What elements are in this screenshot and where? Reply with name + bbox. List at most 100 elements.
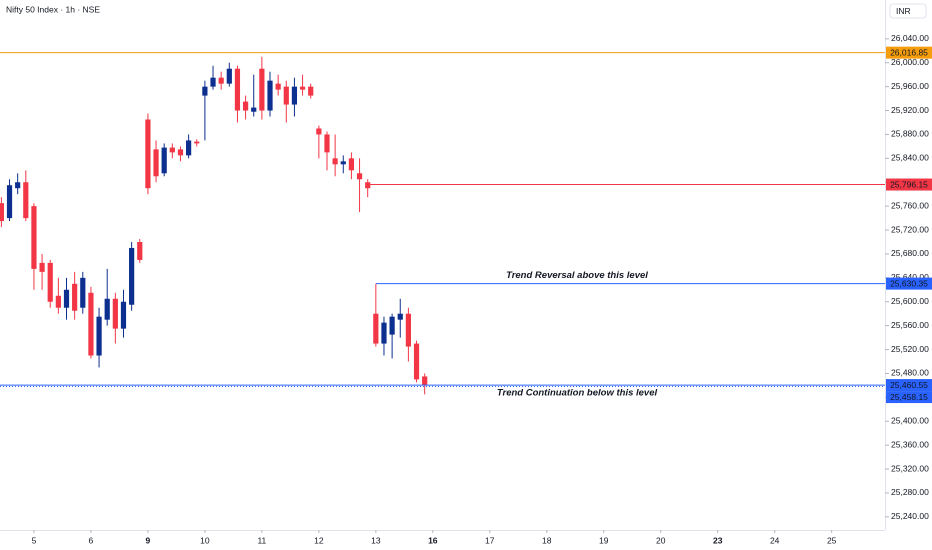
candle-body: [72, 283, 78, 311]
y-tick-label: 26,040.00: [891, 33, 929, 43]
price-tag-label: 25,458.15: [890, 392, 928, 402]
candle-body: [259, 68, 265, 111]
x-tick-label: 12: [314, 535, 324, 545]
candle-body: [251, 107, 257, 112]
price-tag-label: 25,630.35: [890, 278, 928, 288]
x-tick-label: 6: [89, 535, 94, 545]
y-tick-label: 25,920.00: [891, 105, 929, 115]
candle-body: [413, 343, 420, 380]
candle-body: [137, 241, 143, 260]
x-tick-label: 19: [599, 535, 609, 545]
candle-body: [381, 322, 387, 344]
y-tick-label: 25,280.00: [891, 487, 929, 497]
candle-body: [210, 77, 216, 87]
candle-body: [283, 86, 289, 105]
price-tag: [886, 178, 932, 191]
candle-body: [120, 301, 127, 329]
y-tick-label: 25,360.00: [891, 439, 929, 449]
annotation: Trend Reversal above this level: [506, 270, 648, 281]
candle-body: [112, 298, 118, 329]
x-tick-label: 17: [485, 535, 495, 545]
y-tick-label: 25,960.00: [891, 81, 929, 91]
candle-body: [23, 182, 29, 219]
x-tick-label: 11: [257, 535, 266, 545]
candle-body: [202, 86, 208, 96]
candle-body: [55, 295, 61, 308]
x-tick-label: 16: [428, 535, 438, 545]
candle-body: [234, 68, 241, 111]
candle-body: [63, 289, 70, 308]
price-tag: [886, 379, 932, 392]
x-tick-label: 10: [200, 535, 210, 545]
candle-body: [153, 149, 159, 177]
candle-body: [340, 161, 346, 165]
candle-body: [96, 316, 102, 356]
y-tick-label: 25,400.00: [891, 416, 929, 426]
y-tick-label: 25,560.00: [891, 320, 929, 330]
candle-body: [291, 86, 298, 105]
y-tick-label: 25,240.00: [891, 511, 929, 521]
candle-body: [242, 101, 249, 111]
price-tag-label: 26,016.85: [890, 47, 928, 57]
annotation: Trend Continuation below this level: [497, 388, 658, 399]
candle-body: [169, 147, 175, 153]
candle-body: [31, 206, 37, 269]
y-tick-label: 25,760.00: [891, 200, 929, 210]
y-tick-label: 25,640.00: [891, 272, 929, 282]
price-tag-label: 25,796.15: [890, 179, 928, 189]
x-tick-label: 13: [371, 535, 381, 545]
x-tick-label: 20: [656, 535, 666, 545]
candle-body: [177, 149, 184, 156]
candle-body: [47, 262, 53, 302]
candle-body: [405, 313, 411, 347]
x-tick-label: 24: [770, 535, 780, 545]
candle-body: [15, 182, 21, 189]
y-tick-label: 25,480.00: [891, 368, 929, 378]
y-tick-label: 26,000.00: [891, 57, 929, 67]
candle-body: [6, 185, 13, 219]
candle-body: [348, 158, 355, 171]
candle-body: [365, 182, 371, 189]
currency-label[interactable]: INR: [896, 6, 911, 16]
currency-button[interactable]: [889, 3, 927, 19]
y-tick-label: 25,600.00: [891, 296, 929, 306]
candle-body: [0, 203, 4, 222]
y-tick-label: 25,840.00: [891, 153, 929, 163]
candle-body: [324, 134, 330, 153]
y-tick-label: 25,880.00: [891, 129, 929, 139]
candle-body: [129, 247, 135, 305]
candle-body: [356, 173, 363, 180]
symbol-title: Nifty 50 Index · 1h · NSE: [6, 4, 100, 14]
price-tag-label: 25,460.55: [890, 380, 928, 390]
x-tick-label: 18: [542, 535, 552, 545]
candle-body: [39, 262, 45, 272]
x-tick-label: 5: [32, 535, 37, 545]
candle-body: [267, 80, 273, 111]
y-tick-label: 25,520.00: [891, 344, 929, 354]
candle-body: [275, 83, 281, 90]
candle-body: [308, 86, 314, 96]
candle-body: [218, 77, 224, 84]
candle-body: [397, 313, 403, 320]
candle-body: [299, 86, 306, 90]
candle-body: [88, 292, 94, 356]
x-tick-label: 25: [827, 535, 837, 545]
price-tag: [886, 46, 932, 59]
candle-body: [104, 298, 110, 320]
candle-body: [422, 376, 428, 386]
y-tick-label: 25,320.00: [891, 463, 929, 473]
candle-body: [226, 68, 232, 84]
candle-body: [373, 313, 379, 344]
y-tick-label: 25,720.00: [891, 224, 929, 234]
candle-body: [186, 140, 192, 156]
price-tag: [886, 277, 932, 290]
candle-body: [80, 277, 86, 308]
candle-body: [316, 128, 322, 135]
candle-body: [332, 158, 338, 165]
candle-body: [389, 316, 395, 335]
candle-body: [194, 141, 200, 144]
x-tick-label: 23: [713, 535, 723, 545]
